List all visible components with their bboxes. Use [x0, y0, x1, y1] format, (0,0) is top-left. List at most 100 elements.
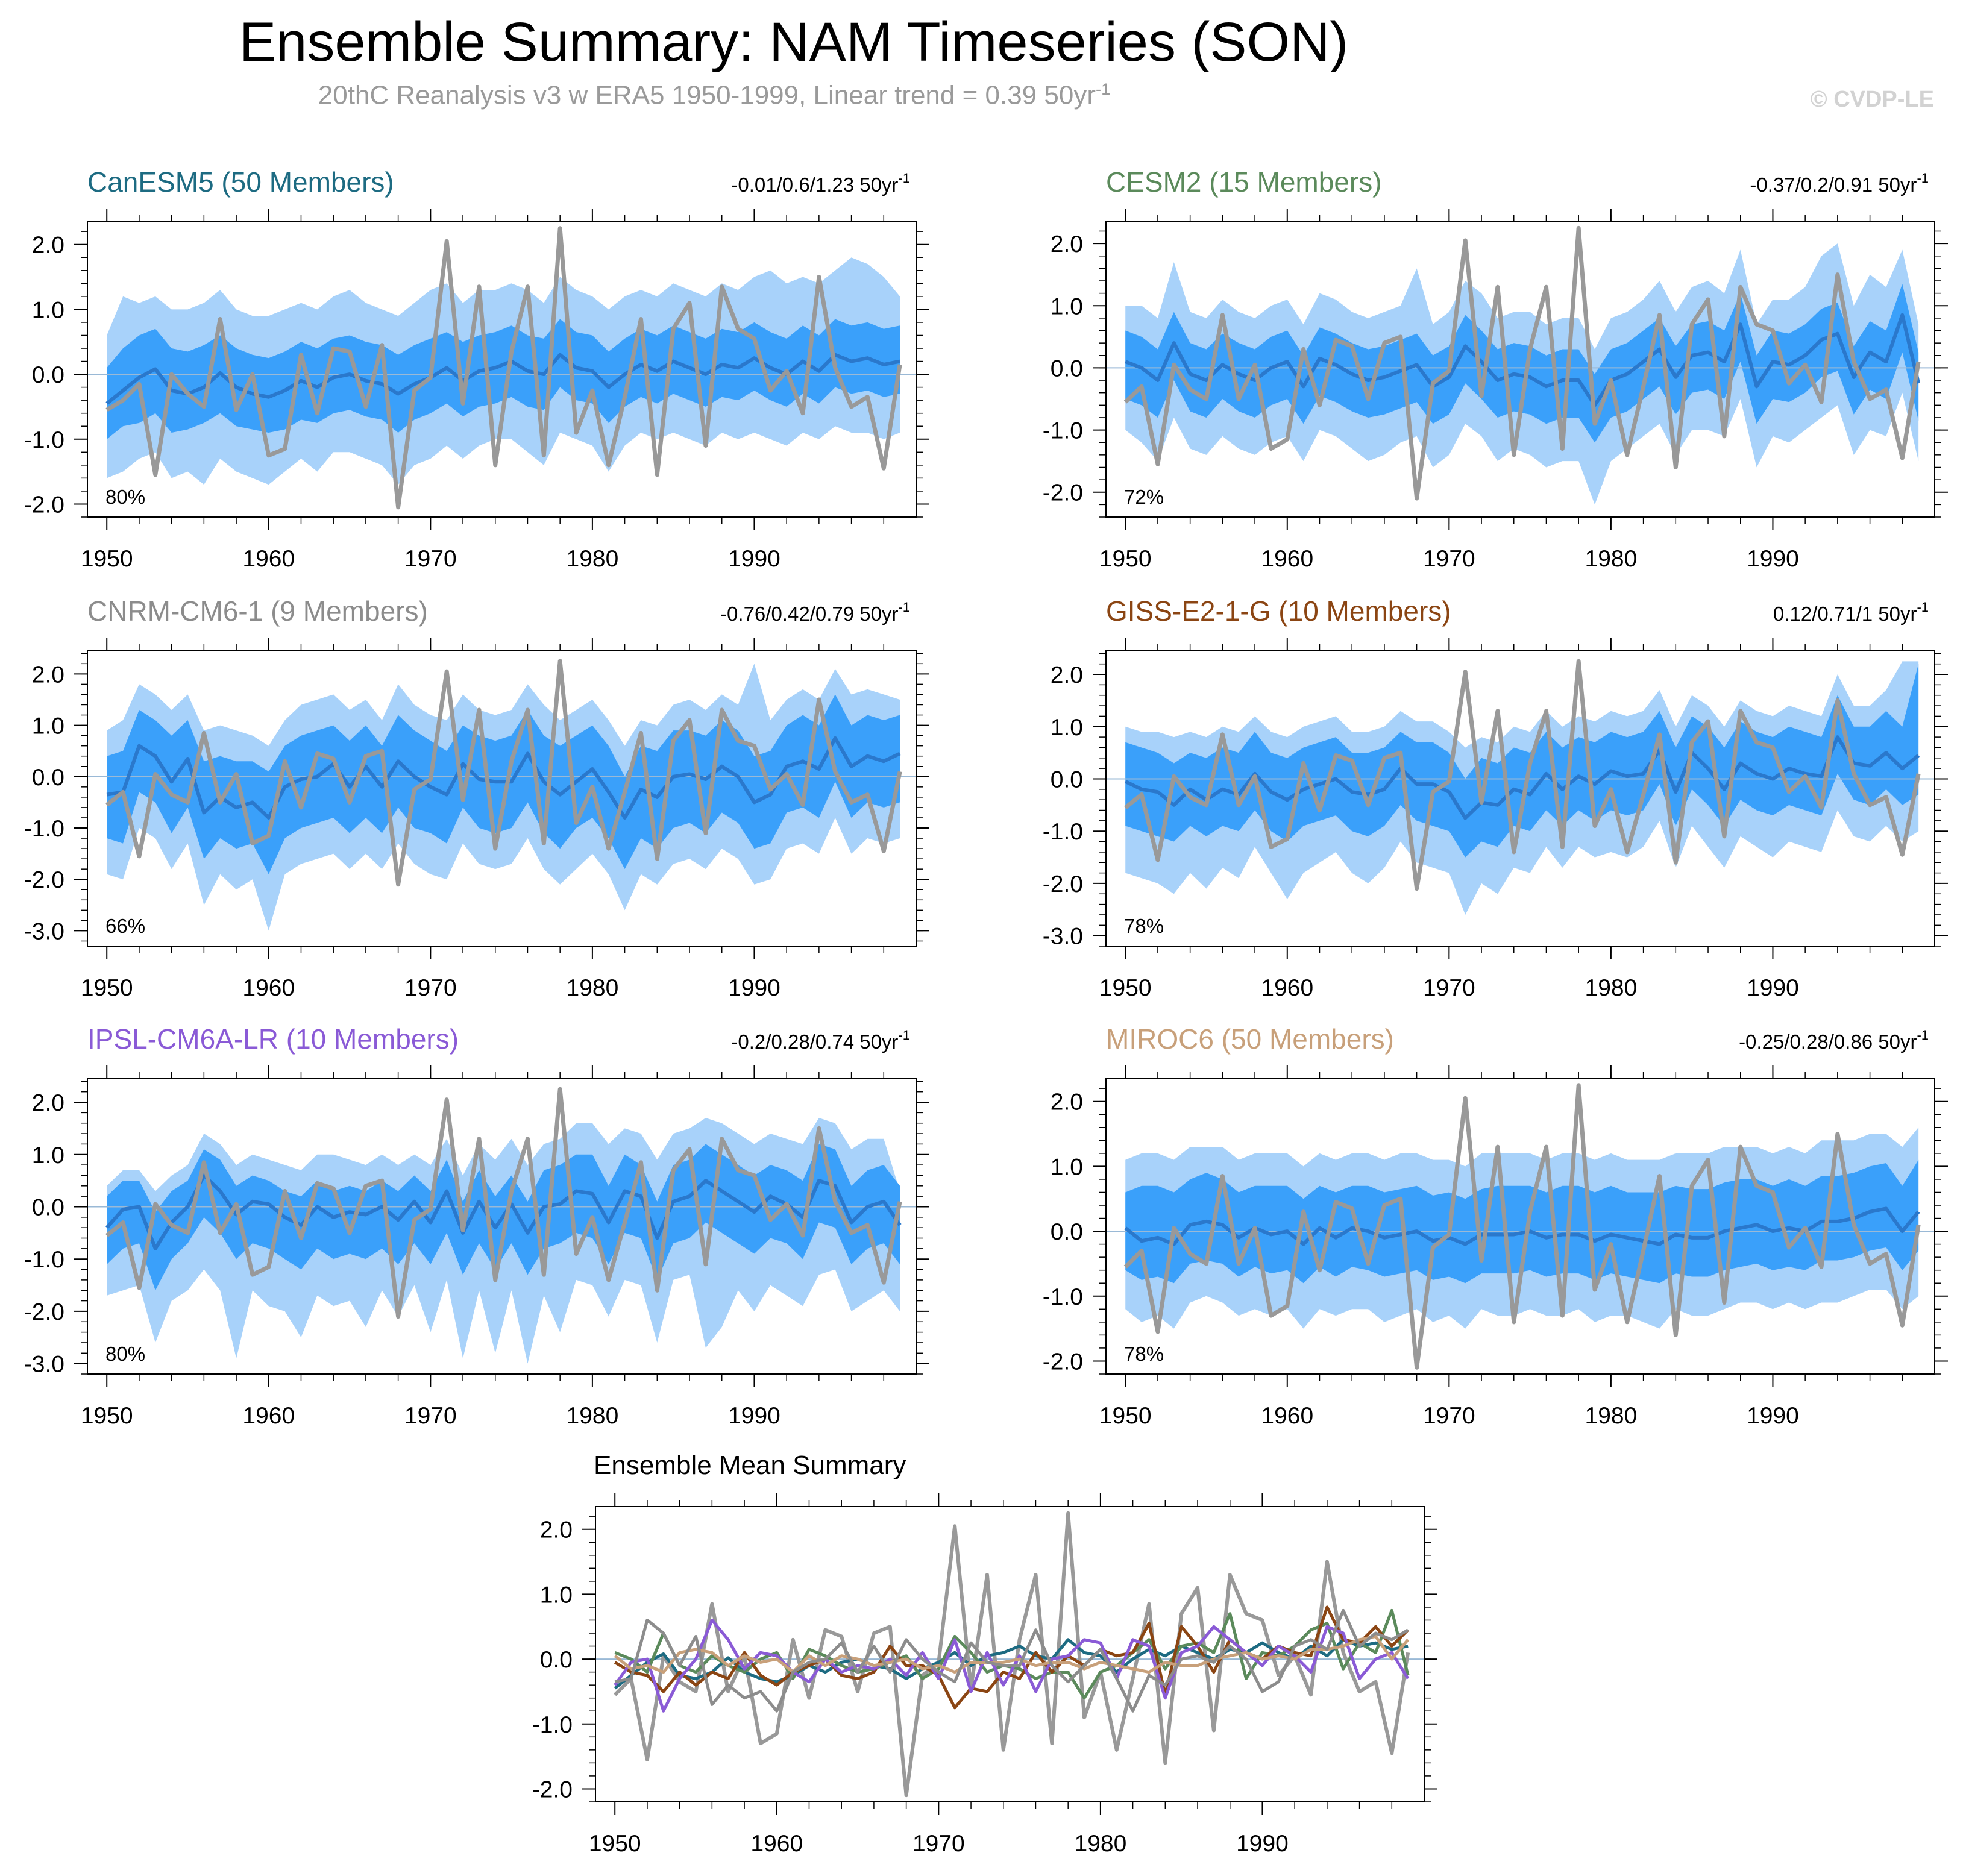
y-tick-label: 2.0 — [32, 662, 64, 688]
panel-title: Ensemble Mean Summary — [594, 1451, 906, 1480]
y-tick-label: 1.0 — [32, 714, 64, 739]
inner-spread-band — [1125, 284, 1919, 443]
panel-percent: 78% — [1124, 1343, 1164, 1365]
observation-line — [1123, 1083, 1921, 1370]
y-tick-label: 2.0 — [1051, 231, 1083, 257]
y-tick-label: 2.0 — [32, 233, 64, 259]
x-tick-label: 1950 — [1099, 975, 1152, 1001]
y-tick-label: -2.0 — [532, 1777, 573, 1802]
x-tick-label: 1970 — [404, 546, 457, 572]
panel-trend: -0.37/0.2/0.91 50yr-1 — [1750, 171, 1929, 196]
panel-trend-text: 0.12/0.71/1 50yr — [1773, 603, 1917, 625]
x-tick-label: 1990 — [1236, 1831, 1289, 1857]
x-tick-label: 1950 — [81, 975, 133, 1001]
panel-trend-text: -0.01/0.6/1.23 50yr — [731, 174, 898, 196]
x-tick-label: 1950 — [81, 1403, 133, 1429]
panel-trend-superscript: -1 — [1917, 600, 1929, 615]
x-tick-label: 1970 — [404, 1403, 457, 1429]
watermark: © CVDP-LE — [1810, 87, 1934, 112]
y-tick-label: -1.0 — [1043, 1284, 1083, 1310]
plot-frame — [1105, 1078, 1935, 1375]
inner-spread-band — [107, 319, 900, 439]
y-tick-label: -3.0 — [1043, 924, 1083, 950]
y-tick-label: -2.0 — [24, 1299, 64, 1325]
chart-panel-1: -2.0 -1.0 0.0 1.0 2.0 1950 1960 1970 1980 1990 Can… — [24, 166, 929, 572]
ensemble-mean-line — [1124, 735, 1920, 820]
panel-trend-text: -0.76/0.42/0.79 50yr — [720, 603, 898, 625]
y-tick-label: 2.0 — [540, 1517, 573, 1543]
x-tick-label: 1960 — [242, 975, 295, 1001]
panel-title: IPSL-CM6A-LR (10 Members) — [87, 1023, 459, 1055]
y-tick-label: 1.0 — [1051, 715, 1083, 741]
observation-line — [105, 226, 902, 510]
ensemble-mean-line — [1124, 1206, 1920, 1246]
ensemble-mean-line — [105, 353, 900, 405]
observation-line — [105, 1087, 902, 1319]
ensemble-mean-line — [106, 736, 901, 820]
chart-panel-2: -2.0 -1.0 0.0 1.0 2.0 1950 1960 1970 1980 1990 CES… — [1043, 166, 1948, 572]
series-line-ipsl-cm6a-lr — [614, 1618, 1410, 1713]
panel-trend-text: -0.37/0.2/0.91 50yr — [1750, 174, 1917, 196]
x-tick-label: 1970 — [1423, 1403, 1475, 1429]
x-tick-label: 1960 — [242, 1403, 295, 1429]
x-tick-label: 1990 — [1747, 1403, 1799, 1429]
plot-frame — [87, 650, 917, 947]
page-subtitle: 20thC Reanalysis v3 w ERA5 1950-1999, Li… — [0, 80, 1428, 111]
observation-line — [1123, 225, 1921, 501]
panel-trend-text: -0.2/0.28/0.74 50yr — [731, 1031, 898, 1053]
y-tick-label: -2.0 — [1043, 480, 1083, 506]
observation-line — [105, 659, 902, 887]
plot-frame — [1105, 221, 1935, 518]
panel-title: GISS-E2-1-G (10 Members) — [1106, 595, 1451, 627]
x-tick-label: 1950 — [1099, 1403, 1152, 1429]
y-tick-label: 1.0 — [1051, 1154, 1083, 1180]
y-tick-label: -1.0 — [532, 1712, 573, 1738]
plot-frame — [595, 1506, 1425, 1802]
x-tick-label: 1990 — [1747, 975, 1799, 1001]
y-tick-label: 0.0 — [1051, 356, 1083, 381]
x-tick-label: 1980 — [1585, 975, 1638, 1001]
y-tick-label: 1.0 — [1051, 293, 1083, 319]
panel-trend-superscript: -1 — [1917, 171, 1929, 186]
panel-percent: 80% — [105, 486, 145, 508]
panel-trend-superscript: -1 — [898, 600, 910, 615]
y-tick-label: -3.0 — [24, 918, 64, 944]
y-tick-label: -1.0 — [24, 427, 64, 453]
y-tick-label: -1.0 — [24, 1247, 64, 1273]
series-line-miroc6 — [614, 1634, 1410, 1674]
y-tick-label: 2.0 — [1051, 1090, 1083, 1115]
subtitle-text: 20thC Reanalysis v3 w ERA5 1950-1999, Li… — [318, 80, 1096, 110]
x-tick-label: 1960 — [1261, 1403, 1313, 1429]
y-tick-label: -1.0 — [1043, 819, 1083, 845]
x-tick-label: 1990 — [728, 1403, 780, 1429]
plot-frame — [87, 221, 917, 518]
x-tick-label: 1970 — [404, 975, 457, 1001]
x-tick-label: 1990 — [1747, 546, 1799, 572]
y-tick-label: 0.0 — [540, 1647, 573, 1673]
panel-trend: -0.76/0.42/0.79 50yr-1 — [720, 600, 910, 625]
y-tick-label: -2.0 — [1043, 1349, 1083, 1375]
plot-frame — [87, 1078, 917, 1375]
y-tick-label: 1.0 — [32, 297, 64, 323]
y-tick-label: 1.0 — [540, 1582, 573, 1608]
x-tick-label: 1960 — [1261, 546, 1313, 572]
y-tick-label: 0.0 — [1051, 1219, 1083, 1245]
chart-panel-7: -2.0 -1.0 0.0 1.0 2.0 1950 1960 1970 1980 1990 Ens… — [532, 1451, 1437, 1857]
y-tick-label: 0.0 — [1051, 767, 1083, 792]
panel-trend-superscript: -1 — [1917, 1027, 1929, 1043]
panel-trend: -0.25/0.28/0.86 50yr-1 — [1739, 1027, 1929, 1053]
panel-title: CESM2 (15 Members) — [1106, 166, 1382, 198]
x-tick-label: 1990 — [728, 975, 780, 1001]
inner-spread-band — [107, 694, 900, 874]
x-tick-label: 1980 — [567, 1403, 619, 1429]
x-tick-label: 1950 — [81, 546, 133, 572]
y-tick-label: -2.0 — [24, 492, 64, 518]
chart-panel-3: -3.0 -2.0 -1.0 0.0 1.0 2.0 1950 1960 1970 1980 199… — [24, 595, 929, 1001]
panel-trend: 0.12/0.71/1 50yr-1 — [1773, 600, 1929, 625]
panel-trend-superscript: -1 — [898, 1027, 910, 1043]
y-tick-label: 0.0 — [32, 1194, 64, 1220]
x-tick-label: 1950 — [589, 1831, 641, 1857]
x-tick-label: 1950 — [1099, 546, 1152, 572]
y-tick-label: -2.0 — [1043, 871, 1083, 897]
